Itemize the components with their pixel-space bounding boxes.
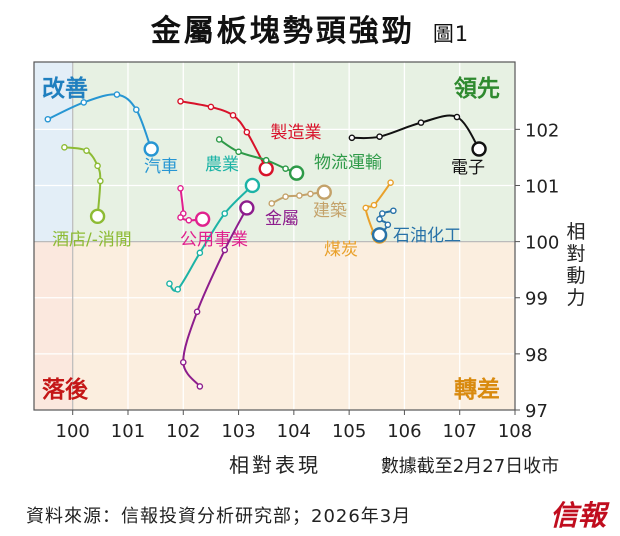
series-point [243, 128, 251, 136]
series-latest-point [471, 141, 487, 157]
x-tick-label: 105 [332, 421, 366, 442]
series-point [221, 246, 229, 254]
series-label: 煤炭 [324, 240, 358, 260]
series-point [97, 177, 104, 185]
series-latest-point [89, 208, 106, 225]
series-point [179, 358, 187, 366]
series-point [370, 201, 378, 209]
series-latest-point [371, 227, 388, 243]
y-axis-label-char: 相 [566, 221, 585, 243]
series-point [221, 210, 229, 217]
y-axis-label: 相對動力 [566, 221, 585, 309]
series-point [376, 215, 383, 223]
series-point [390, 207, 397, 215]
chart-title: 金屬板塊勢頭強勁 圖1 [0, 6, 620, 50]
series-point [166, 280, 173, 288]
x-tick-label: 108 [498, 421, 532, 442]
series-latest-point [239, 200, 255, 216]
y-axis-label-char: 力 [566, 287, 585, 309]
series-label: 石油化工 [393, 226, 461, 246]
series-latest-point [194, 211, 211, 227]
publisher-logo: 信報 [549, 499, 606, 532]
x-tick-label: 102 [166, 421, 200, 442]
x-tick-label: 107 [443, 421, 477, 442]
series-point [262, 156, 270, 164]
y-axis-label-char: 動 [566, 265, 585, 287]
figure-label: 圖1 [432, 22, 470, 46]
series-label: 農業 [205, 155, 239, 175]
plot-frame [33, 61, 516, 411]
x-tick-label: 106 [387, 421, 421, 442]
y-tick-label: 100 [525, 233, 559, 254]
series-point [362, 204, 370, 212]
series-label: 物流運輸 [314, 153, 382, 173]
series-label: 製造業 [271, 123, 322, 143]
series-point [282, 193, 289, 201]
series-point [83, 147, 90, 154]
quadrant-label-leading: 領先 [454, 75, 500, 102]
y-tick-label: 102 [525, 120, 559, 141]
series-point [348, 134, 356, 142]
series-point [307, 190, 314, 198]
series-label: 金屬 [265, 209, 299, 229]
y-tick-label: 97 [525, 401, 548, 422]
chart-title-text: 金屬板塊勢頭強勁 [150, 14, 415, 49]
data-date-note: 數據截至2月27日收市 [381, 456, 559, 477]
series-latest-point [258, 160, 274, 177]
y-tick-label: 98 [525, 345, 548, 366]
series-point [387, 179, 394, 186]
series-point [113, 91, 121, 98]
series-point [282, 165, 289, 172]
source-note: 資料來源：信報投資分析研究部；2026年3月 [26, 506, 412, 527]
series-label: 酒店/-消閒 [52, 230, 132, 250]
x-tick-label: 101 [111, 421, 145, 442]
series-point [196, 249, 204, 257]
series-point [177, 97, 184, 105]
quadrant-label-weakening: 轉差 [454, 376, 500, 403]
series-latest-point [143, 141, 159, 157]
series-point [229, 112, 237, 119]
quadrant-label-lagging: 落後 [42, 376, 89, 403]
series-latest-point [244, 177, 261, 194]
x-tick-label: 103 [221, 421, 255, 442]
series-point [185, 216, 193, 224]
series-point [417, 119, 425, 126]
series-point [235, 148, 242, 156]
x-tick-label: 100 [56, 421, 90, 442]
series-point [207, 103, 215, 111]
quadrant-lagging [34, 241, 73, 410]
x-axis-label: 相對表現 [229, 453, 321, 477]
series-point [379, 210, 386, 217]
series-point [376, 133, 383, 140]
y-tick-label: 99 [525, 289, 548, 310]
series-latest-point [316, 184, 332, 200]
series-point [196, 383, 204, 390]
series-point [174, 286, 182, 293]
series-point [132, 106, 140, 114]
series-point [453, 113, 461, 121]
series-label: 汽車 [144, 157, 178, 177]
series-label: 電子 [451, 158, 485, 178]
series-point [215, 136, 223, 143]
quadrant-improving [34, 62, 73, 242]
series-point [44, 115, 52, 123]
quadrant-label-improving: 改善 [42, 75, 88, 102]
series-point [268, 200, 276, 207]
series-point [94, 162, 101, 170]
series-point [384, 221, 392, 229]
series-point [177, 184, 184, 192]
y-tick-label: 101 [525, 176, 559, 197]
series-latest-point [288, 165, 305, 181]
series-point [61, 144, 68, 151]
series-label: 公用事業 [180, 230, 248, 250]
x-tick-label: 104 [277, 421, 311, 442]
series-point [193, 308, 201, 316]
series-point [296, 192, 303, 199]
series-label: 建築 [313, 201, 347, 221]
series-point [177, 214, 184, 221]
y-axis-label-char: 對 [566, 243, 585, 265]
series-point [80, 99, 88, 106]
